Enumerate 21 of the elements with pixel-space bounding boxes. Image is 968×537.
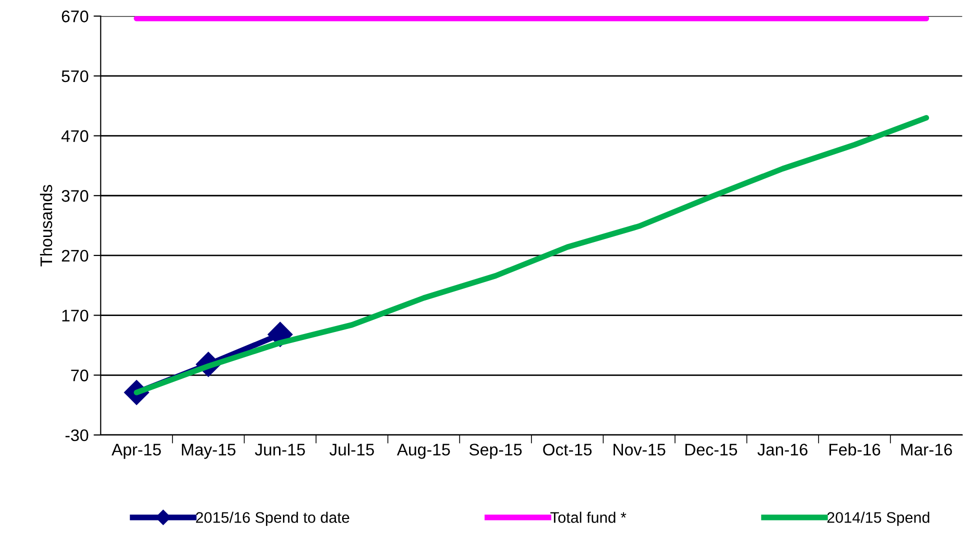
y-tick-label: 570 [62, 70, 88, 82]
x-tick-label: Dec-15 [685, 444, 738, 456]
y-tick-label: 170 [62, 310, 88, 322]
x-tick-label: Mar-16 [901, 444, 952, 456]
y-tick-label: 70 [71, 370, 88, 382]
y-tick-label: 470 [61, 130, 88, 142]
x-tick-label: Jun-15 [254, 444, 305, 456]
y-tick-label: -30 [66, 429, 88, 442]
x-tick-label: Feb-16 [829, 443, 880, 456]
x-tick-label: Jan-16 [757, 444, 808, 456]
x-tick-label: Jul-15 [330, 443, 374, 456]
x-tick-label: Oct-15 [543, 444, 592, 456]
y-tick-label: 670 [62, 10, 88, 22]
x-tick-label: Apr-15 [112, 444, 161, 459]
x-tick-label: May-15 [182, 444, 236, 459]
y-tick-label: 270 [62, 250, 88, 262]
x-tick-label: Aug-15 [396, 444, 450, 459]
x-tick-label: Sep-15 [469, 444, 522, 459]
y-tick-label: 370 [62, 190, 88, 202]
x-tick-label: Nov-15 [614, 444, 666, 456]
y-axis-title: Thousands [40, 184, 52, 266]
